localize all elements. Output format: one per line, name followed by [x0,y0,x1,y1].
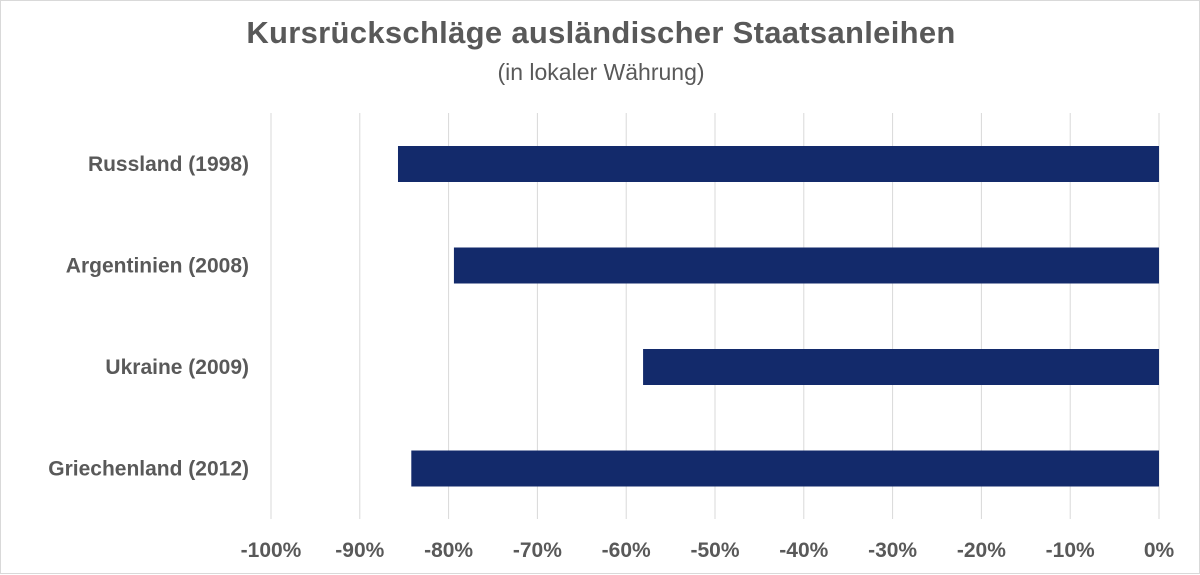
chart-title: Kursrückschläge ausländischer Staatsanle… [246,15,956,50]
bar [643,349,1159,385]
x-tick-label: -90% [335,539,384,562]
x-tick-label: -80% [424,539,473,562]
x-tick-label: -30% [868,539,917,562]
x-tick-label: -10% [1046,539,1095,562]
category-label: Griechenland (2012) [48,458,249,481]
bar [397,146,1159,182]
category-label: Argentinien (2008) [66,255,249,278]
chart-subtitle: (in lokaler Währung) [497,59,705,85]
x-tick-label: -40% [779,539,828,562]
category-label: Ukraine (2009) [105,356,249,379]
x-tick-label: -70% [513,539,562,562]
x-tick-label: 0% [1144,539,1175,562]
x-tick-label: -60% [602,539,651,562]
category-label: Russland (1998) [88,153,249,176]
x-tick-label: -20% [957,539,1006,562]
x-tick-label: -50% [690,539,739,562]
x-tick-label: -100% [241,539,302,562]
bar [453,247,1160,284]
bar [411,450,1160,487]
